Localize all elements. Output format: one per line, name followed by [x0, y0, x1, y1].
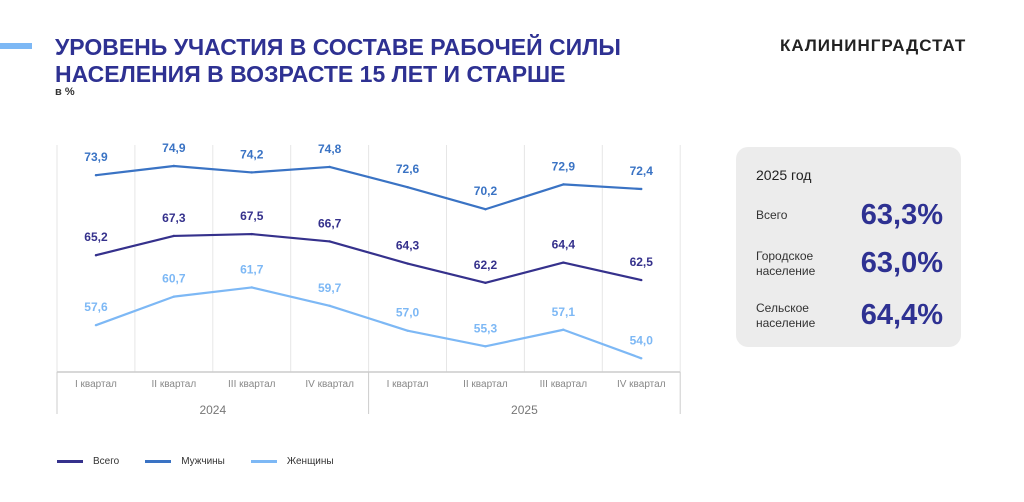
category-label: III квартал — [228, 379, 276, 390]
data-point — [328, 304, 331, 308]
summary-value: 64,4% — [860, 299, 943, 331]
data-point — [250, 232, 253, 236]
summary-label: Городское население — [756, 248, 816, 278]
data-label: 64,4 — [552, 238, 576, 252]
group-label: 2025 — [511, 403, 538, 417]
data-point — [172, 295, 176, 298]
category-label: IV квартал — [305, 379, 354, 390]
data-label: 55,3 — [474, 321, 498, 335]
data-point — [250, 171, 253, 174]
unit-label: в % — [55, 86, 75, 98]
data-point — [172, 164, 176, 168]
data-label: 64,3 — [396, 239, 420, 253]
summary-label: Всего — [756, 208, 788, 222]
summary-row-total: Всего 63,3% — [756, 199, 943, 232]
summary-label: Сельское население — [756, 300, 816, 330]
data-point — [562, 183, 565, 186]
legend-item: Женщины — [250, 456, 334, 467]
data-point — [94, 323, 98, 327]
summary-row-urban: Городское население 63,0% — [756, 247, 943, 280]
data-label: 57,0 — [396, 306, 420, 320]
data-label: 67,5 — [240, 209, 264, 223]
data-label: 72,6 — [396, 162, 420, 176]
data-point — [406, 329, 409, 332]
data-label: 72,4 — [630, 164, 654, 178]
line-chart: 2024 2025 I квартал II квартал III квартал IV… — [56, 141, 681, 417]
summary-year: 2025 год — [756, 167, 812, 183]
series-line-Женщины — [95, 286, 642, 360]
summary-value: 63,0% — [860, 247, 943, 279]
data-point — [250, 286, 253, 289]
data-point — [640, 357, 643, 360]
legend-item: Всего — [57, 456, 119, 467]
category-label: I квартал — [75, 379, 117, 390]
data-point — [562, 328, 565, 331]
logo: КАЛИНИНГРАДСТАТ — [780, 36, 967, 55]
data-label: 57,6 — [84, 300, 108, 314]
data-label: 62,5 — [630, 255, 654, 269]
data-point — [640, 187, 643, 191]
data-label: 61,7 — [240, 262, 264, 276]
series-line-Мужчины — [95, 164, 642, 211]
summary-value: 63,3% — [860, 199, 943, 231]
data-point — [406, 185, 409, 189]
data-point — [328, 165, 331, 169]
data-point — [484, 208, 487, 211]
series-line-Всего — [95, 232, 642, 284]
data-point — [484, 281, 487, 285]
data-point — [172, 234, 176, 238]
data-label: 70,2 — [474, 184, 498, 198]
data-point — [406, 262, 409, 265]
data-label: 57,1 — [552, 305, 576, 319]
legend-item: Мужчины — [145, 456, 225, 467]
legend-label: Женщины — [286, 456, 334, 467]
data-label: 74,8 — [318, 142, 342, 156]
category-label: II квартал — [152, 379, 197, 390]
data-label: 72,9 — [552, 159, 576, 173]
data-label: 60,7 — [162, 272, 186, 286]
summary-card: 2025 год Всего 63,3% Городское население… — [736, 147, 961, 347]
category-label: III квартал — [540, 379, 588, 390]
legend-label: Мужчины — [181, 456, 225, 467]
legend-swatch — [57, 460, 83, 463]
data-label: 54,0 — [630, 333, 654, 347]
data-label: 73,9 — [84, 150, 108, 164]
group-label: 2024 — [199, 403, 226, 417]
data-point — [94, 174, 98, 177]
page-title: УРОВЕНЬ УЧАСТИЯ В СОСТАВЕ РАБОЧЕЙ СИЛЫ Н… — [55, 34, 621, 87]
chart-legend: Всего Мужчины Женщины — [57, 456, 334, 467]
data-label: 67,3 — [162, 211, 186, 225]
accent-bar — [0, 43, 32, 49]
data-label: 59,7 — [318, 281, 342, 295]
category-label: I квартал — [387, 379, 429, 390]
data-point — [328, 240, 331, 243]
data-label: 74,9 — [162, 141, 186, 155]
legend-label: Всего — [93, 456, 120, 467]
legend-swatch — [145, 460, 172, 463]
category-label: II квартал — [463, 379, 508, 390]
category-label: IV квартал — [617, 379, 666, 390]
data-label: 62,2 — [474, 258, 498, 272]
summary-row-rural: Сельское население 64,4% — [756, 299, 943, 332]
data-point — [640, 278, 643, 282]
data-label: 65,2 — [84, 230, 108, 244]
data-label: 66,7 — [318, 216, 342, 230]
data-label: 74,2 — [240, 147, 264, 161]
data-point — [484, 345, 487, 348]
data-point — [94, 254, 98, 257]
legend-swatch — [250, 460, 277, 463]
data-point — [562, 261, 565, 264]
